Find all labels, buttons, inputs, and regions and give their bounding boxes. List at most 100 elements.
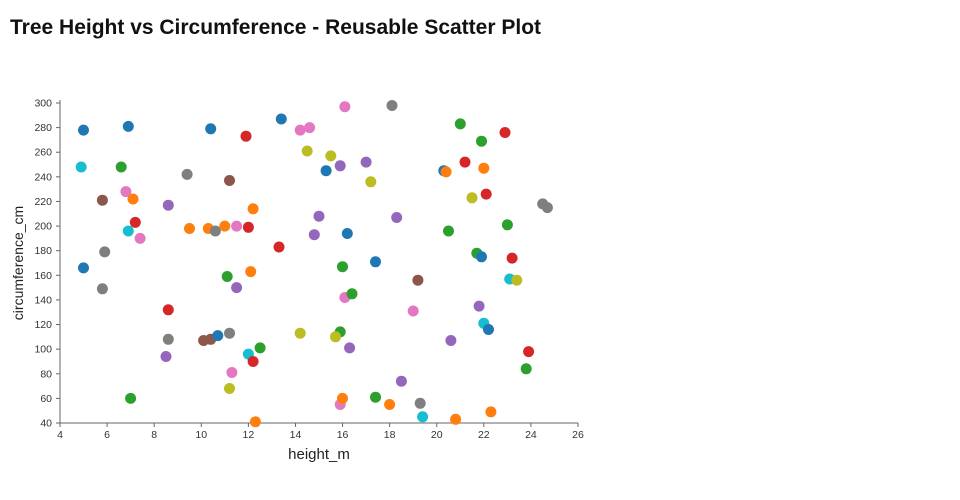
data-point	[247, 356, 259, 367]
data-point	[454, 118, 466, 130]
y-tick-label: 280	[34, 122, 52, 134]
data-point	[360, 156, 372, 168]
x-tick-label: 12	[243, 429, 255, 441]
data-point	[127, 193, 139, 205]
data-point	[459, 156, 471, 168]
data-point	[445, 335, 457, 346]
data-point	[407, 305, 419, 317]
data-point	[341, 228, 353, 239]
y-tick-label: 160	[34, 270, 52, 282]
data-point	[162, 199, 174, 211]
y-tick-label: 240	[34, 171, 52, 183]
data-point	[224, 175, 235, 186]
data-point	[224, 327, 235, 339]
data-point	[160, 351, 172, 362]
data-point	[308, 229, 320, 241]
data-point	[412, 274, 424, 286]
x-axis-label: height_m	[288, 446, 350, 463]
data-point	[226, 367, 238, 378]
data-point	[473, 300, 485, 312]
x-tick-label: 8	[151, 429, 157, 441]
data-point	[212, 330, 224, 342]
y-axis-label: circumference_cm	[10, 205, 26, 321]
data-point	[365, 176, 377, 188]
data-point	[231, 282, 243, 294]
x-tick-label: 22	[478, 429, 490, 441]
y-tick-label: 80	[40, 368, 52, 380]
data-point	[443, 225, 454, 237]
data-point	[78, 262, 89, 274]
x-tick-label: 10	[195, 429, 207, 441]
data-point	[184, 223, 195, 234]
data-point	[122, 225, 134, 237]
data-point	[476, 135, 487, 147]
data-point	[231, 220, 243, 232]
y-tick-label: 220	[34, 196, 52, 208]
data-point	[99, 246, 111, 258]
x-tick-label: 6	[104, 429, 110, 441]
data-point	[395, 375, 407, 387]
data-point	[209, 225, 221, 237]
data-point	[304, 122, 316, 134]
y-tick-label: 100	[34, 344, 52, 356]
data-point	[337, 261, 348, 273]
data-point	[249, 416, 261, 428]
x-tick-label: 18	[384, 429, 396, 441]
data-point	[520, 363, 532, 375]
data-point	[294, 124, 306, 136]
data-point	[162, 333, 174, 345]
data-point	[162, 304, 174, 316]
data-point	[391, 212, 403, 223]
data-point	[224, 383, 235, 394]
y-tick-label: 120	[34, 319, 52, 331]
x-tick-label: 14	[290, 429, 302, 441]
data-point	[125, 392, 137, 404]
data-point	[440, 166, 452, 178]
y-tick-label: 260	[34, 147, 52, 159]
y-tick-label: 300	[34, 98, 52, 110]
data-point	[181, 168, 193, 180]
data-point	[450, 413, 462, 425]
data-point	[386, 100, 398, 111]
data-point	[344, 342, 356, 354]
data-point	[499, 127, 511, 138]
data-point	[254, 342, 266, 354]
data-point	[221, 271, 233, 282]
data-point	[301, 145, 313, 157]
data-point	[346, 288, 358, 300]
data-point	[294, 327, 306, 339]
data-point	[483, 324, 494, 335]
data-point	[129, 216, 141, 228]
data-point	[370, 391, 381, 403]
x-tick-label: 26	[572, 429, 584, 441]
data-point	[120, 186, 132, 198]
data-point	[242, 221, 254, 233]
data-point	[541, 202, 553, 214]
data-point	[115, 161, 127, 173]
data-point	[330, 331, 341, 343]
data-point	[122, 120, 134, 132]
data-point	[320, 165, 332, 177]
data-point	[219, 220, 231, 232]
y-tick-label: 200	[34, 221, 52, 233]
data-point	[134, 232, 146, 244]
data-point	[334, 160, 346, 172]
y-tick-label: 180	[34, 245, 52, 257]
chart-title: Tree Height vs Circumference - Reusable …	[10, 16, 542, 39]
data-point	[205, 123, 217, 135]
data-point	[275, 113, 287, 125]
data-point	[476, 251, 487, 263]
data-point	[337, 392, 348, 404]
data-point	[96, 283, 108, 295]
x-tick-label: 20	[431, 429, 443, 441]
data-point	[370, 256, 381, 268]
x-tick-label: 4	[57, 429, 63, 441]
data-point	[75, 161, 87, 173]
data-point	[245, 266, 257, 278]
x-tick-label: 24	[525, 429, 537, 441]
x-tick-label: 16	[337, 429, 349, 441]
data-point	[247, 203, 259, 215]
data-point	[523, 346, 535, 358]
